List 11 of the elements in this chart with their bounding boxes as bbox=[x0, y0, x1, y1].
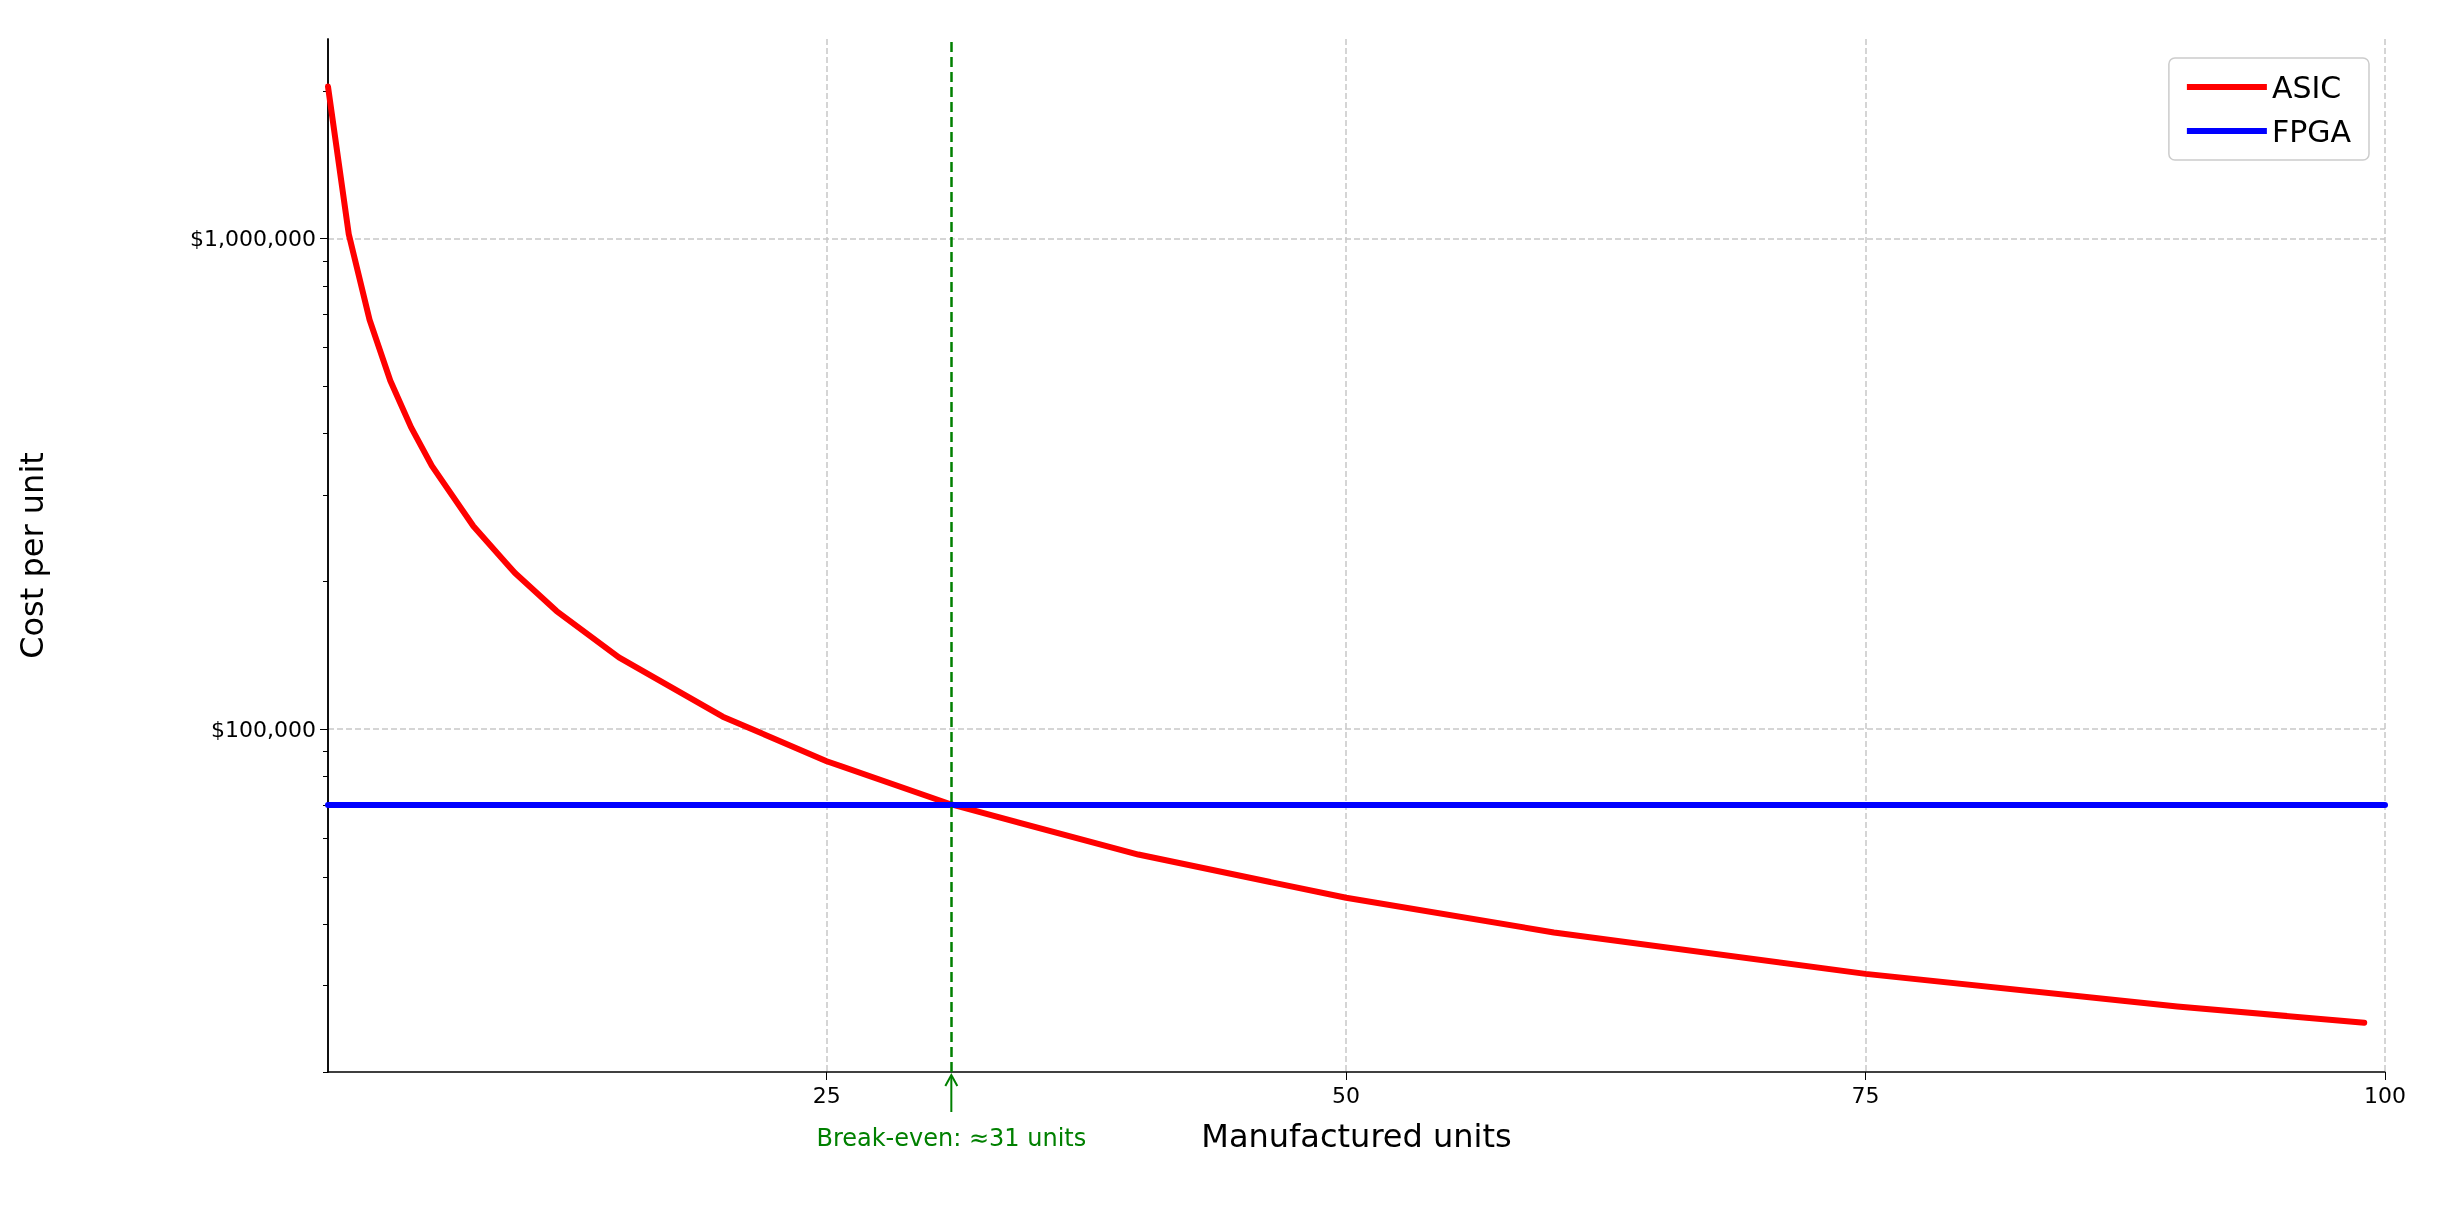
x-axis-title: Manufactured units bbox=[1201, 1117, 1512, 1155]
x-tick-label: 100 bbox=[2364, 1082, 2406, 1108]
y-tick-label: $1,000,000 bbox=[190, 225, 316, 251]
ref-line-label: Break-even: ≈31 units bbox=[816, 1124, 1087, 1152]
x-tick-label: 50 bbox=[1332, 1082, 1361, 1108]
y-tick-label: $100,000 bbox=[211, 716, 316, 742]
x-tick-label: 25 bbox=[812, 1082, 841, 1108]
legend-label: ASIC bbox=[2271, 69, 2342, 105]
y-axis-title: Cost per unit bbox=[13, 452, 51, 659]
legend-label: FPGA bbox=[2271, 113, 2352, 149]
x-tick-label: 75 bbox=[1851, 1082, 1880, 1108]
